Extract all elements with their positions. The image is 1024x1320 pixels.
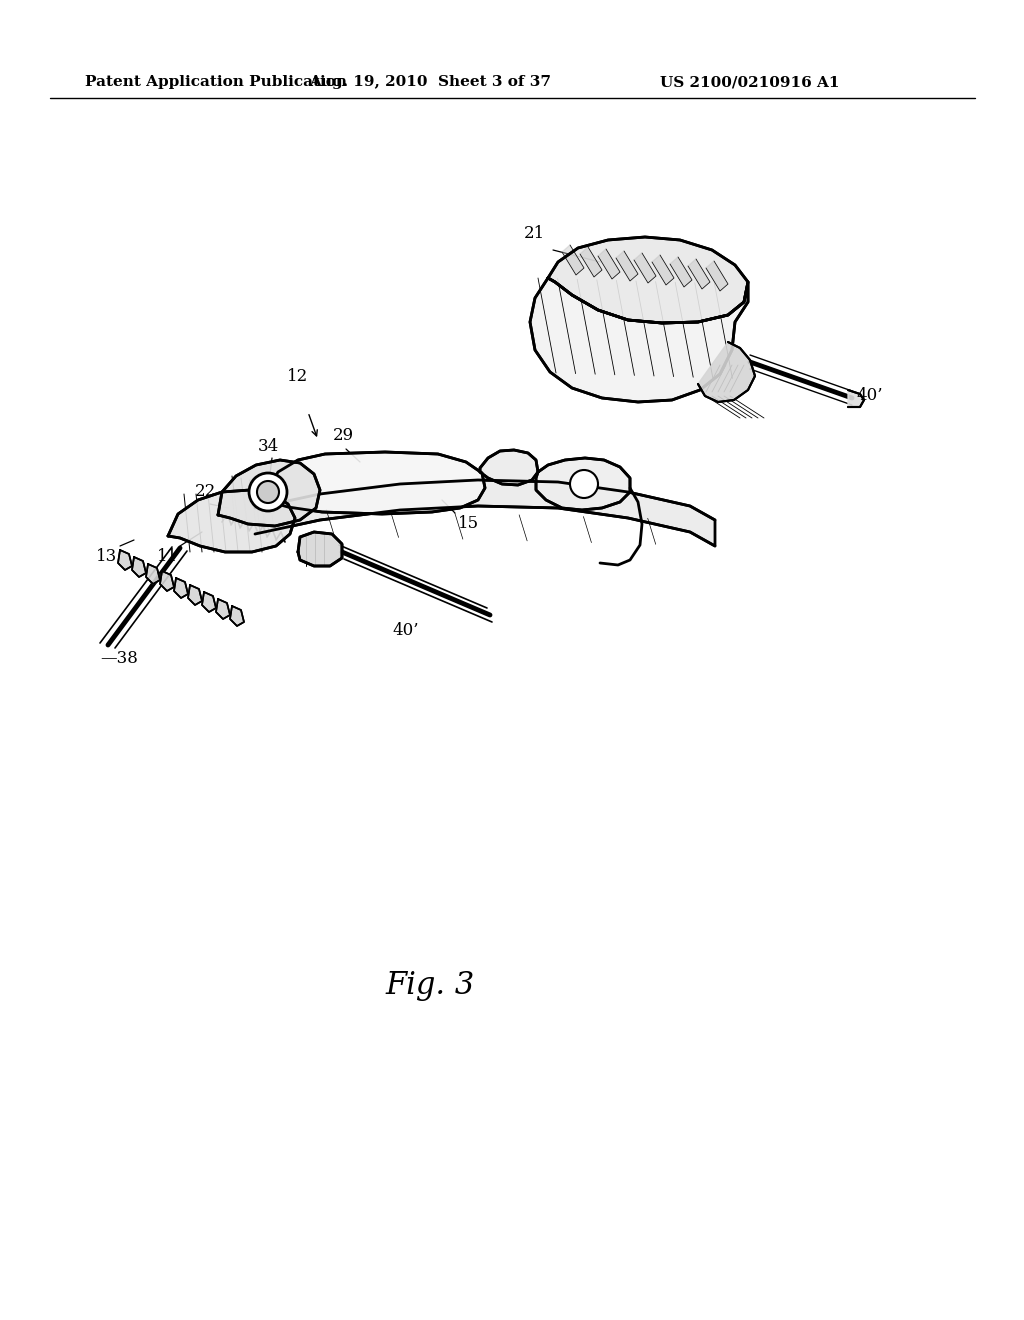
Polygon shape [216,599,230,619]
Polygon shape [706,261,728,290]
Polygon shape [598,249,620,279]
Polygon shape [670,257,692,286]
Polygon shape [160,572,174,591]
Polygon shape [168,490,295,552]
Polygon shape [634,253,656,282]
Polygon shape [268,451,485,513]
Polygon shape [255,480,715,546]
Text: US 2100/0210916 A1: US 2100/0210916 A1 [660,75,840,88]
Text: Aug. 19, 2010  Sheet 3 of 37: Aug. 19, 2010 Sheet 3 of 37 [309,75,551,88]
Polygon shape [480,450,538,484]
Polygon shape [616,251,638,281]
Text: 12: 12 [288,368,308,385]
Text: 34: 34 [258,438,280,455]
Circle shape [257,480,279,503]
Text: 22: 22 [195,483,216,500]
Polygon shape [188,585,202,605]
Text: 40’: 40’ [392,622,419,639]
Polygon shape [298,532,342,566]
Text: Fig. 3: Fig. 3 [385,970,475,1001]
Polygon shape [848,389,864,407]
Polygon shape [146,564,160,583]
Text: 40’: 40’ [856,388,883,404]
Polygon shape [218,459,319,525]
Circle shape [249,473,287,511]
Text: Patent Application Publication: Patent Application Publication [85,75,347,88]
Polygon shape [548,238,748,323]
Text: 29: 29 [333,426,354,444]
Text: 15: 15 [458,515,479,532]
Polygon shape [698,342,755,403]
Polygon shape [530,279,748,403]
Polygon shape [118,550,132,570]
Circle shape [570,470,598,498]
Polygon shape [652,255,674,285]
Text: 13: 13 [96,548,117,565]
Text: —38: —38 [100,649,138,667]
Polygon shape [580,247,602,277]
Polygon shape [132,557,146,577]
Polygon shape [536,458,630,510]
Polygon shape [202,591,216,612]
Text: 21: 21 [523,224,545,242]
Polygon shape [230,606,244,626]
Polygon shape [688,259,710,289]
Text: 11: 11 [157,548,178,565]
Polygon shape [174,578,188,598]
Polygon shape [562,246,584,275]
